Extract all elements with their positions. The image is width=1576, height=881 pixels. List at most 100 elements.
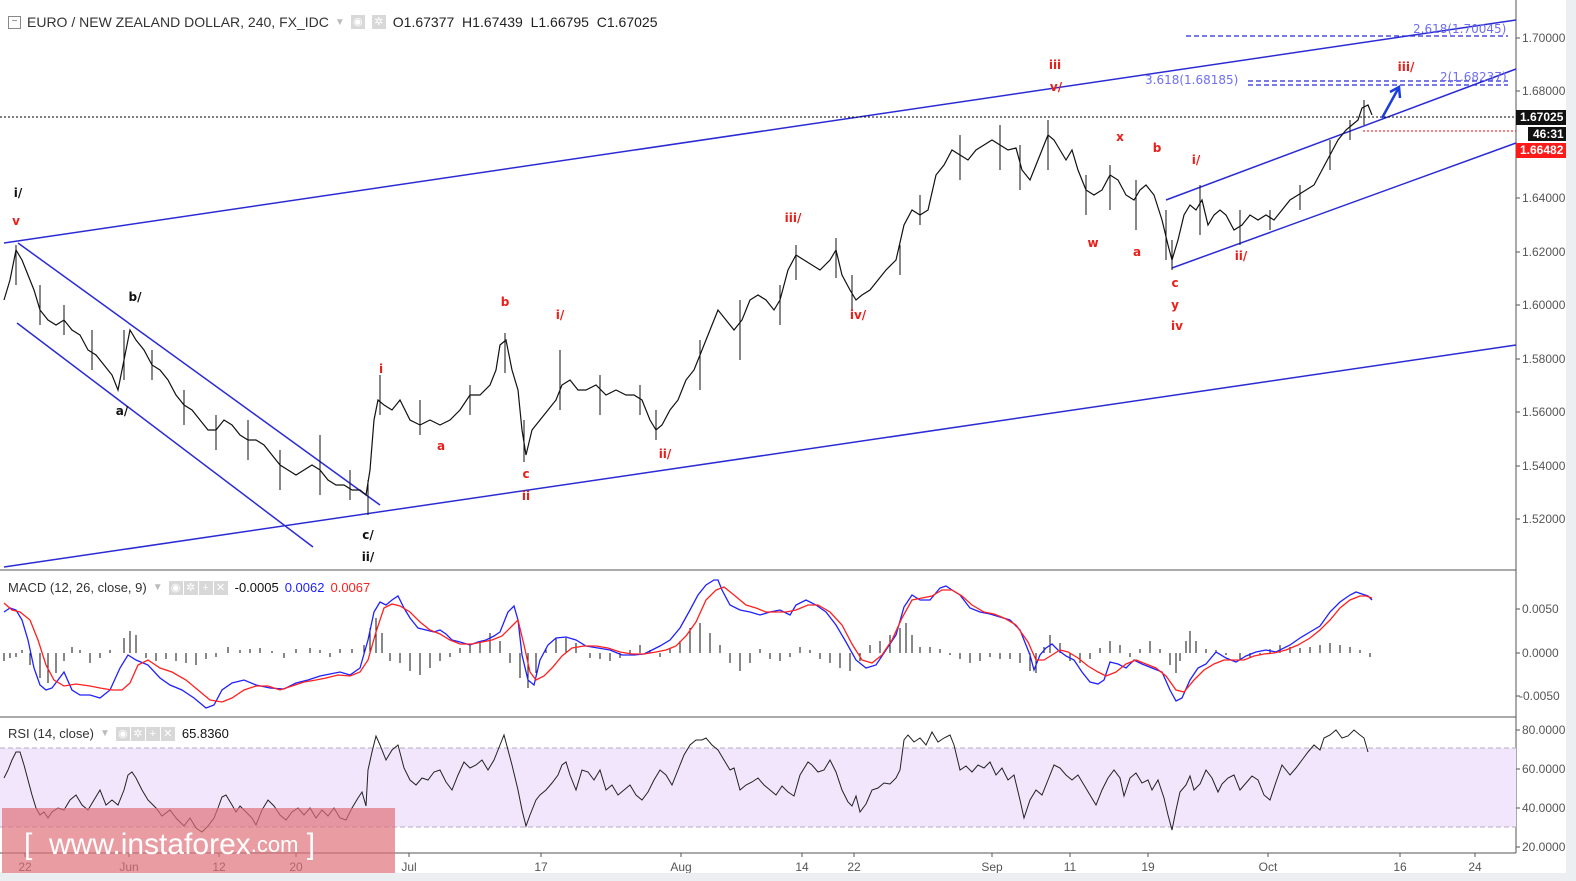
macd-dropdown-icon[interactable]: ▼ (152, 581, 163, 593)
wave-label: w (1087, 236, 1099, 250)
wave-label: ii/ (1234, 249, 1248, 263)
low-value: 1.66795 (538, 14, 589, 30)
wave-label: a (1132, 245, 1142, 259)
macd-eye-icon[interactable]: ◉ (168, 581, 183, 595)
visibility-eye-icon[interactable]: ◉ (350, 15, 365, 29)
high-value: 1.67439 (472, 14, 523, 30)
high-label: H (462, 14, 473, 30)
instaforex-watermark: [ www.instaforex .com ] (2, 808, 395, 881)
wave-label: iv (1171, 319, 1183, 333)
close-label: C (596, 14, 607, 30)
macd-tick: -0.0050 (1519, 689, 1560, 703)
price-tick: 1.56000 (1522, 405, 1566, 419)
macd-tick: 0.0000 (1522, 646, 1559, 660)
price-tick: 1.70000 (1522, 31, 1566, 45)
fib-label-3618: 3.618(1.68185) (1145, 73, 1239, 87)
watermark-bracket-open: [ (24, 827, 33, 861)
price-tick: 1.54000 (1522, 459, 1566, 473)
rsi-tick: 20.0000 (1522, 840, 1566, 854)
fib-label-2618: 2.618(1.70045) (1413, 22, 1507, 36)
time-tick: Aug (670, 860, 692, 874)
stop-level-tag: 1.66482 (1520, 143, 1564, 157)
price-tick: 1.68000 (1522, 84, 1566, 98)
wave-label: v (12, 214, 20, 228)
wave-label: ii/ (658, 447, 672, 461)
rsi-tick: 60.0000 (1522, 762, 1566, 776)
wave-label: c (522, 467, 530, 481)
macd-signal-value: 0.0067 (330, 579, 371, 595)
wave-label: ii/ (361, 550, 375, 564)
time-tick: Oct (1258, 860, 1278, 874)
rsi-add-icon[interactable]: + (145, 727, 160, 741)
wave-label: i/ (13, 186, 23, 200)
close-value: 1.67025 (606, 14, 658, 30)
wave-label: iv/ (849, 308, 867, 322)
bottom-border (0, 873, 1576, 881)
settings-gear-icon[interactable]: ✲ (371, 15, 386, 29)
rsi-eye-icon[interactable]: ◉ (115, 727, 130, 741)
open-value: 1.67377 (403, 14, 455, 30)
price-tick: 1.64000 (1522, 191, 1566, 205)
price-tick: 1.62000 (1522, 245, 1566, 259)
wave-label: i/ (555, 308, 565, 322)
wave-label: b (500, 295, 510, 309)
time-tick: 24 (1468, 860, 1482, 874)
low-label: L (530, 14, 539, 30)
watermark-suffix: .com (250, 831, 299, 857)
wave-label: i/ (1191, 153, 1201, 167)
wave-label: x (1116, 130, 1124, 144)
fib-label-2: 2(1.68237) (1440, 70, 1507, 84)
wave-label: a (436, 439, 446, 453)
time-tick: Sep (981, 860, 1003, 874)
time-tick: 22 (847, 860, 861, 874)
wave-label: y (1171, 298, 1179, 312)
macd-tick: 0.0050 (1522, 602, 1559, 616)
price-tick: 1.52000 (1522, 512, 1566, 526)
time-tick: 17 (534, 860, 548, 874)
macd-legend: MACD (12, 26, close, 9) ▼ ◉ ✲ + ✕ -0.0005 0… (8, 579, 370, 595)
wave-label: b/ (128, 290, 142, 304)
time-tick: 11 (1063, 860, 1077, 874)
rsi-value: 65.8360 (181, 725, 229, 741)
open-label: O (392, 14, 404, 30)
rsi-legend: RSI (14, close) ▼ ◉ ✲ + ✕ 65.8360 (8, 725, 229, 741)
symbol-dropdown-icon[interactable]: ▼ (334, 16, 345, 28)
rsi-title[interactable]: RSI (14, close) (8, 725, 94, 741)
wave-label: a/ (115, 404, 129, 418)
wave-label: iii/ (1397, 60, 1415, 74)
wave-label: i (378, 362, 384, 376)
bar-countdown: 46:31 (1533, 127, 1564, 141)
watermark-bracket-close: ] (306, 827, 316, 861)
time-tick: Jul (401, 860, 417, 874)
rsi-gear-icon[interactable]: ✲ (130, 727, 145, 741)
macd-line-value: 0.0062 (284, 579, 325, 595)
symbol-title[interactable]: EURO / NEW ZEALAND DOLLAR, 240, FX_IDC (27, 14, 329, 30)
watermark-text: www.instaforex (49, 827, 251, 861)
rsi-tick: 80.0000 (1522, 723, 1566, 737)
macd-close-icon[interactable]: ✕ (213, 581, 228, 595)
time-tick: 19 (1141, 860, 1155, 874)
wave-label: v/ (1049, 80, 1063, 94)
rsi-close-icon[interactable]: ✕ (160, 727, 175, 741)
macd-gear-icon[interactable]: ✲ (183, 581, 198, 595)
wave-label: c (1171, 276, 1179, 290)
symbol-legend: − EURO / NEW ZEALAND DOLLAR, 240, FX_IDC… (8, 14, 657, 30)
collapse-icon[interactable]: − (8, 15, 21, 29)
macd-add-icon[interactable]: + (198, 581, 213, 595)
wave-label: c/ (362, 528, 374, 542)
time-tick: 14 (795, 860, 809, 874)
rsi-tick: 40.0000 (1522, 801, 1566, 815)
macd-title[interactable]: MACD (12, 26, close, 9) (8, 579, 147, 595)
time-tick: 16 (1393, 860, 1407, 874)
wave-label: ii (521, 489, 531, 503)
last-price-tag: 1.67025 (1520, 110, 1564, 124)
wave-label: iii (1048, 58, 1062, 72)
wave-label: b (1152, 141, 1162, 155)
wave-label: iii/ (784, 211, 802, 225)
rsi-dropdown-icon[interactable]: ▼ (99, 727, 110, 739)
right-border (1566, 0, 1576, 881)
price-tick: 1.58000 (1522, 352, 1566, 366)
price-tick: 1.60000 (1522, 298, 1566, 312)
